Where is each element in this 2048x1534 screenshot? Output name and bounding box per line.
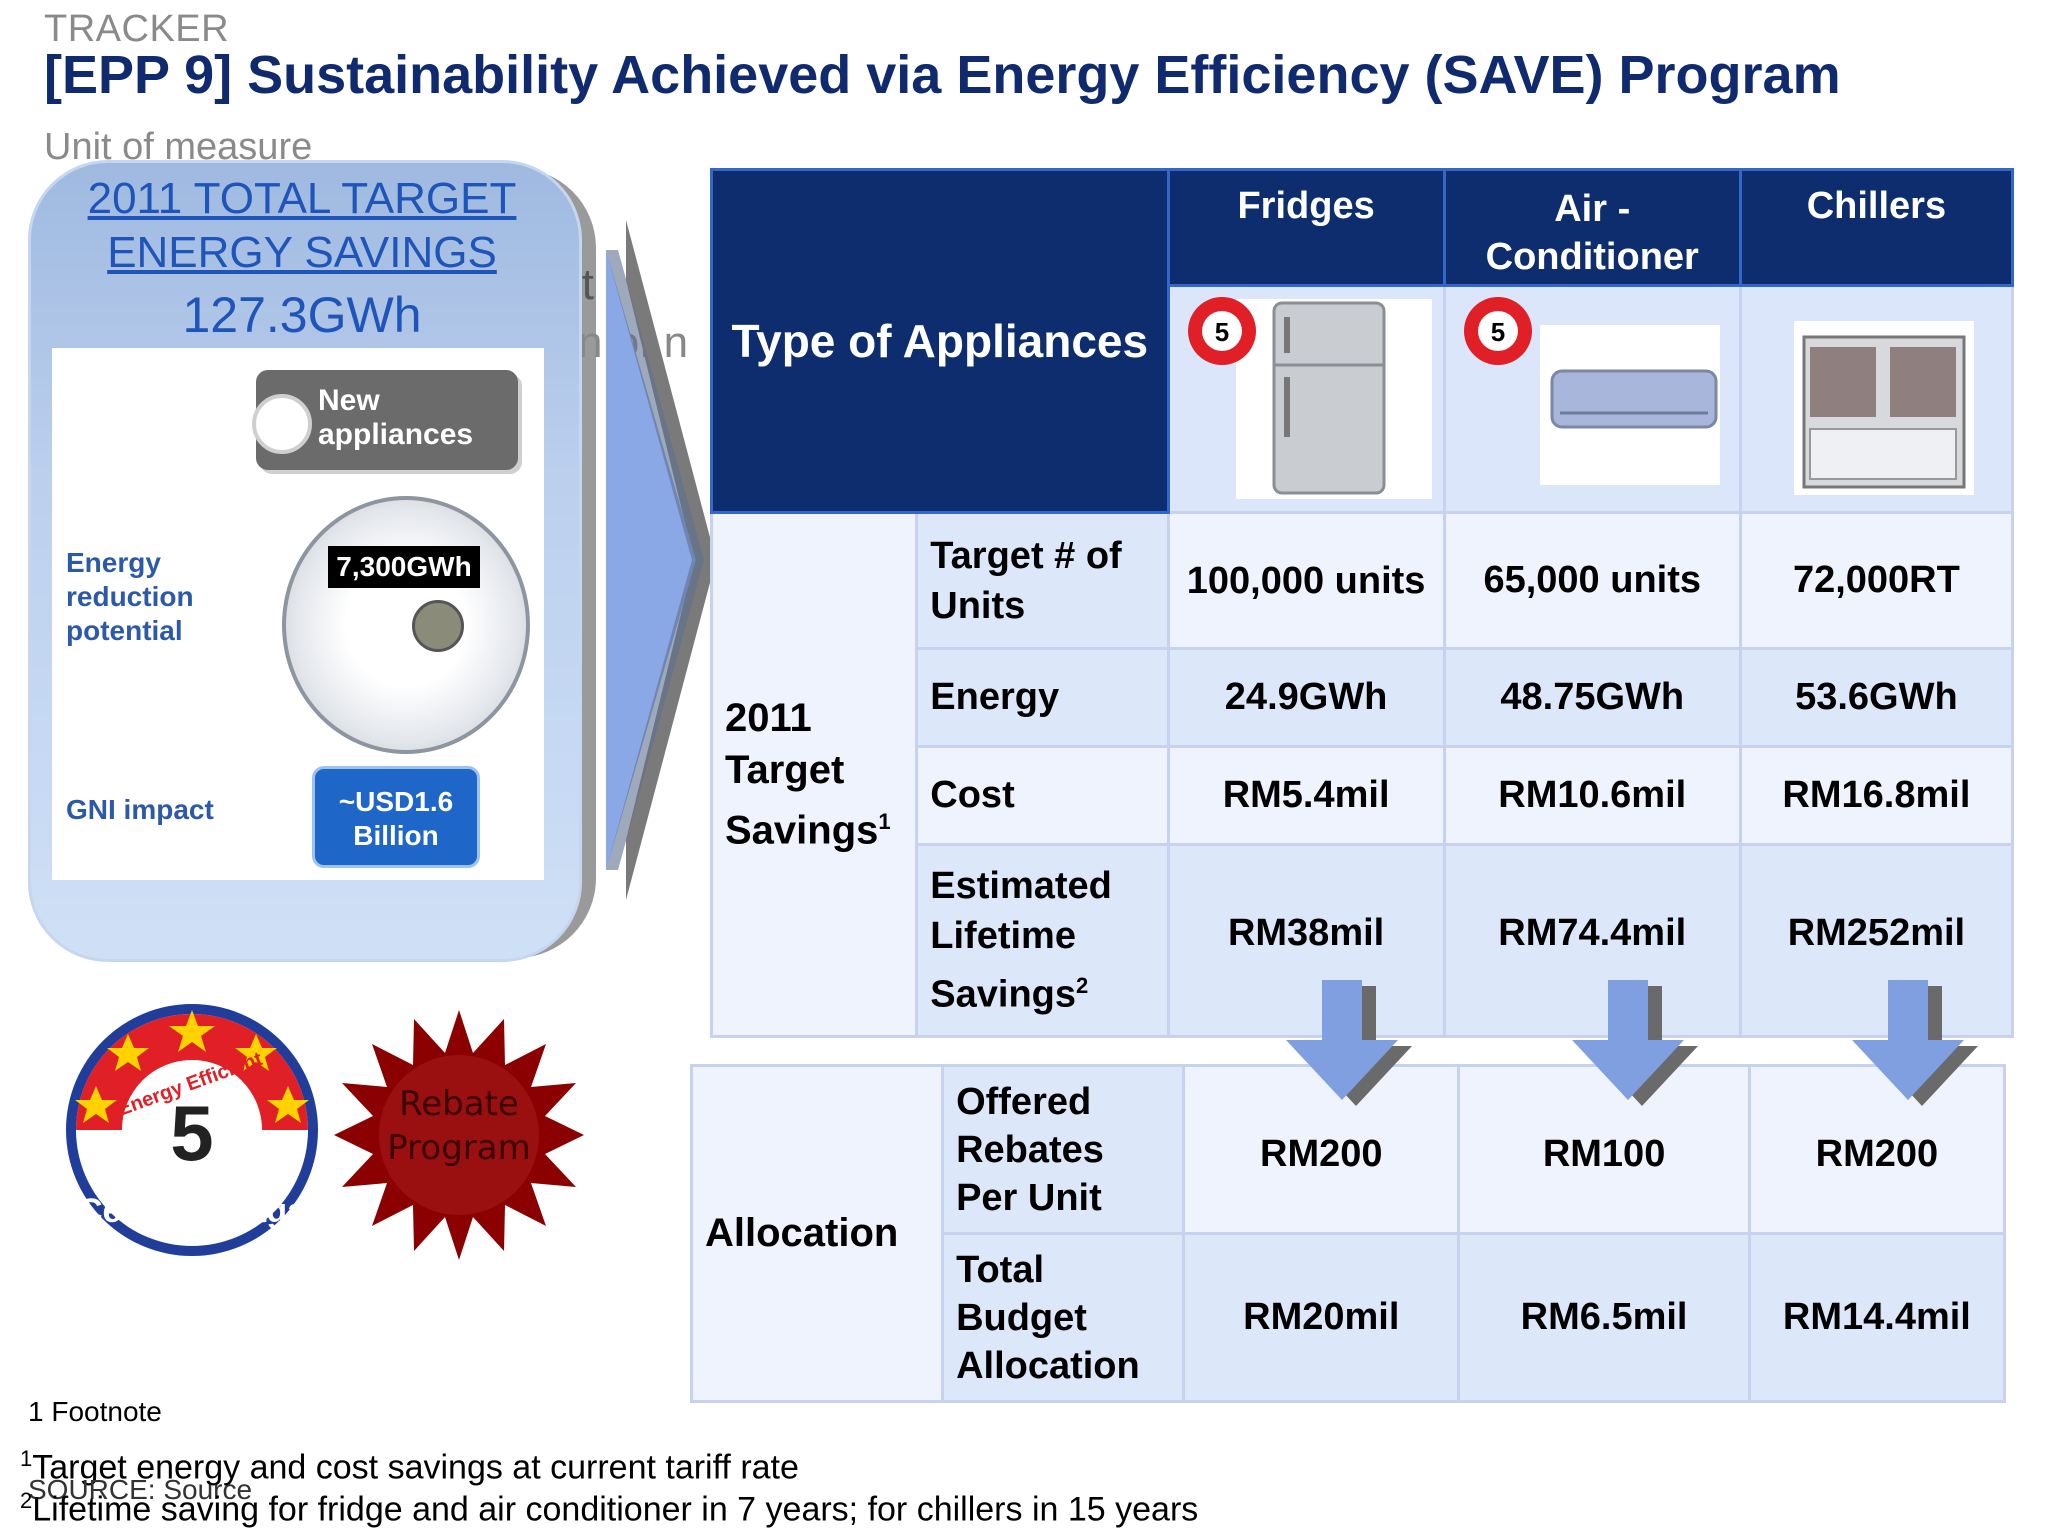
- gni-value-badge: ~USD1.6 Billion: [312, 766, 480, 868]
- lifetime-label: Estimated Lifetime Savings: [930, 865, 1112, 1016]
- cell-chillers-units: 72,000RT: [1738, 511, 2015, 650]
- rebate-line2: Program: [387, 1128, 531, 1168]
- footnote-2-text: Lifetime saving for fridge and air condi…: [32, 1490, 1199, 1529]
- badge-number: 5: [170, 1089, 213, 1177]
- source-note: SOURCE: Source: [28, 1474, 253, 1505]
- row-label-cost: Cost: [915, 745, 1170, 846]
- allocation-table: Allocation Offered Rebates Per Unit RM20…: [689, 1064, 2007, 1403]
- allocation-group: Allocation: [689, 1064, 945, 1403]
- energy-efficient-badge-icon: 5 Energy Efficient Cekap Tenaga: [66, 1004, 318, 1256]
- panel-title-line2: ENERGY SAVINGS: [107, 228, 497, 277]
- rebate-starburst-icon: [334, 1010, 584, 1260]
- cell-fridges-energy: 24.9GWh: [1166, 647, 1446, 748]
- col-header-fridges: Fridges: [1166, 168, 1446, 287]
- panel-title-line1: 2011 TOTAL TARGET: [87, 174, 517, 223]
- target-savings-label: 2011 Target Savings: [725, 696, 879, 853]
- footnote-1: 1Target energy and cost savings at curre…: [20, 1446, 799, 1487]
- col-header-air-conditioner: Air -Conditioner: [1442, 168, 1742, 287]
- page-title: [EPP 9] Sustainability Achieved via Ener…: [44, 45, 1841, 105]
- cell-aircon-budget: RM6.5mil: [1457, 1232, 1751, 1403]
- cell-fridges-units: 100,000 units: [1166, 511, 1446, 650]
- aircon-badge-number: 5: [1491, 317, 1505, 347]
- cell-fridges-rebate: RM200: [1182, 1064, 1461, 1235]
- cell-chillers-cost: RM16.8mil: [1738, 745, 2015, 846]
- fridge-badge-number: 5: [1215, 317, 1229, 347]
- rebate-program-label: Rebate Program: [334, 1082, 584, 1170]
- target-savings-group: 2011 Target Savings1: [709, 511, 919, 1038]
- footnote-1-mark: 1: [20, 1446, 33, 1471]
- cell-fridges-cost: RM5.4mil: [1166, 745, 1446, 846]
- panel-total-value: 127.3GWh: [182, 287, 422, 343]
- appliance-table: Type of Appliances Fridges Air -Conditio…: [709, 168, 2015, 1038]
- row-label-lifetime: Estimated Lifetime Savings2: [915, 843, 1170, 1038]
- tag-dot-icon: [252, 394, 312, 454]
- type-of-appliances-header: Type of Appliances: [710, 168, 1170, 514]
- footnote-1-text: Target energy and cost savings at curren…: [32, 1448, 799, 1487]
- badge-bottom-text: Cekap Tenaga: [78, 1192, 307, 1230]
- down-arrow-icon: [1286, 980, 1412, 1106]
- footnote-title: 1 Footnote: [28, 1396, 162, 1427]
- fridge-icon: 5: [1188, 297, 1443, 499]
- chiller-image-cell: [1738, 284, 2015, 514]
- cell-aircon-units: 65,000 units: [1442, 511, 1742, 650]
- row-label-total-budget: Total Budget Allocation: [941, 1232, 1186, 1403]
- tracker-label: TRACKER: [44, 8, 230, 50]
- row-label-offered-rebates: Offered Rebates Per Unit: [941, 1064, 1186, 1235]
- rebate-line1: Rebate: [399, 1084, 519, 1124]
- down-arrow-icon: [1572, 980, 1698, 1106]
- down-arrows: [1286, 980, 1978, 1106]
- cell-aircon-energy: 48.75GWh: [1442, 647, 1742, 748]
- cell-fridges-budget: RM20mil: [1182, 1232, 1461, 1403]
- meter-reading: 7,300GWh: [328, 546, 480, 588]
- footnote-2-mark: 2: [20, 1488, 33, 1513]
- cell-chillers-rebate: RM200: [1747, 1064, 2007, 1235]
- cell-aircon-lifetime: RM74.4mil: [1442, 843, 1742, 1038]
- electric-meter-icon: [282, 496, 530, 754]
- row-label-energy: Energy: [915, 647, 1170, 748]
- cell-chillers-energy: 53.6GWh: [1738, 647, 2015, 748]
- footnote-2: 2Lifetime saving for fridge and air cond…: [20, 1488, 1198, 1529]
- target-savings-sup: 1: [878, 809, 891, 835]
- chiller-icon: [1794, 321, 1975, 495]
- down-arrow-icon: [1852, 980, 1978, 1106]
- gni-impact-label: GNI impact: [66, 794, 214, 825]
- energy-reduction-label: Energy reduction potential: [66, 547, 194, 646]
- cell-chillers-budget: RM14.4mil: [1747, 1232, 2007, 1403]
- air-conditioner-icon: 5: [1464, 297, 1721, 485]
- fridge-image-cell: 5: [1166, 284, 1446, 514]
- chevron-right-icon: [606, 220, 716, 900]
- cell-aircon-cost: RM10.6mil: [1442, 745, 1742, 846]
- aircon-image-cell: 5: [1442, 284, 1742, 514]
- cell-fridges-lifetime: RM38mil: [1166, 843, 1446, 1038]
- lifetime-sup: 2: [1076, 973, 1089, 999]
- meter-dial-icon: [412, 600, 464, 652]
- row-label-target-units: Target # of Units: [915, 511, 1170, 650]
- cell-chillers-lifetime: RM252mil: [1738, 843, 2015, 1038]
- col-header-chillers: Chillers: [1738, 168, 2015, 287]
